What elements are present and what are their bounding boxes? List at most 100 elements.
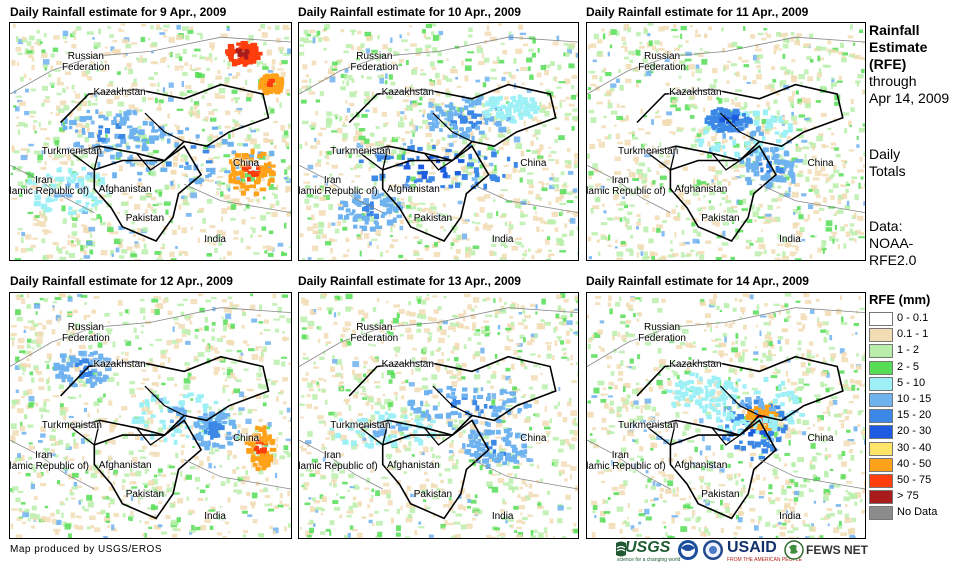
country-label-pakistan: Pakistan	[701, 212, 740, 224]
country-label-russia: Russian Federation	[61, 51, 110, 74]
legend-swatch	[869, 328, 893, 343]
legend-swatch	[869, 441, 893, 456]
legend-swatch	[869, 506, 893, 521]
legend-label: 2 - 5	[897, 360, 920, 373]
legend-swatch	[869, 425, 893, 440]
legend-swatch	[869, 360, 893, 375]
usgs-logo: USGS science for a changing world	[615, 538, 699, 563]
side-title-line1: Rainfall	[869, 22, 920, 38]
panel-title: Daily Rainfall estimate for 14 Apr., 200…	[586, 274, 809, 288]
legend-swatch	[869, 457, 893, 472]
usaid-logo-tagline: FROM THE AMERICAN PEOPLE	[727, 557, 802, 563]
legend-swatch	[869, 393, 893, 407]
rainfall-map-graphic	[299, 23, 578, 260]
country-label-turkmenistan: Turkmenistan	[41, 420, 102, 432]
country-label-iran: Iran (Islamic Republic of)	[298, 174, 378, 197]
country-label-china: China	[520, 158, 547, 170]
fews-globe-icon	[784, 540, 804, 560]
noaa-logo	[678, 540, 698, 560]
usgs-logo-tagline: science for a changing world	[617, 557, 681, 563]
country-label-russia: Russian Federation	[638, 51, 686, 74]
side-data-line1: Data:	[869, 218, 903, 234]
legend-label: 0 - 0.1	[897, 312, 929, 324]
side-data-line3: RFE2.0	[869, 252, 917, 268]
rainfall-map-panel: Russian Federation Kazakhstan Turkmenistan…	[298, 292, 579, 539]
panel-title: Daily Rainfall estimate for 12 Apr., 200…	[10, 274, 233, 288]
country-label-pakistan: Pakistan	[125, 489, 165, 500]
country-label-china: China	[807, 432, 834, 444]
country-label-pakistan: Pakistan	[701, 489, 740, 500]
country-label-pakistan: Pakistan	[413, 212, 453, 224]
country-label-india: India	[491, 233, 514, 245]
fews-net-logo-text: FEWS NET	[806, 543, 868, 557]
legend-label: No Data	[897, 506, 938, 519]
country-label-afghanistan: Afghanistan	[386, 459, 440, 471]
legend-label: 10 - 15	[897, 393, 932, 405]
country-label-kazakhstan: Kazakhstan	[93, 359, 146, 371]
side-totals-line1: Daily	[869, 146, 901, 162]
country-label-pakistan: Pakistan	[125, 212, 165, 224]
country-label-turkmenistan: Turkmenistan	[41, 146, 102, 158]
rainfall-map-panel: Russian Federation Kazakhstan Turkmenistan…	[9, 292, 292, 539]
country-label-kazakhstan: Kazakhstan	[381, 86, 434, 98]
country-label-russia: Russian Federation	[638, 322, 686, 345]
side-through: through	[869, 73, 917, 89]
country-label-india: India	[204, 233, 226, 245]
country-label-india: India	[779, 233, 801, 245]
country-label-iran: Iran (Islamic Republic of)	[9, 174, 90, 197]
country-label-iran: Iran (Islamic Republic of)	[9, 449, 90, 472]
usaid-logo: USAID FROM THE AMERICAN PEOPLE	[727, 538, 802, 563]
legend-swatch	[869, 409, 893, 424]
country-label-turkmenistan: Turkmenistan	[330, 146, 391, 158]
side-totals: Daily Totals	[869, 146, 906, 180]
country-label-russia: Russian Federation	[350, 51, 399, 74]
panel-title: Daily Rainfall estimate for 9 Apr., 2009	[10, 5, 227, 19]
legend-swatch	[869, 344, 893, 359]
fews-net-logo: FEWS NET	[806, 538, 868, 562]
country-label-afghanistan: Afghanistan	[98, 459, 152, 471]
legend-swatch	[869, 376, 893, 391]
country-label-iran: Iran (Islamic Republic of)	[298, 449, 378, 472]
legend-heading: Rainfall Estimate (RFE) through Apr 14, …	[869, 22, 949, 107]
country-label-kazakhstan: Kazakhstan	[669, 359, 722, 371]
country-label-afghanistan: Afghanistan	[98, 184, 152, 196]
side-title-line2: Estimate	[869, 39, 928, 55]
country-label-russia: Russian Federation	[61, 322, 110, 345]
country-label-china: China	[520, 432, 547, 444]
country-label-india: India	[204, 511, 226, 523]
country-label-china: China	[807, 158, 834, 170]
legend-label: 0.1 - 1	[897, 328, 929, 341]
panel-title: Daily Rainfall estimate for 13 Apr., 200…	[298, 274, 521, 288]
country-label-iran: Iran (Islamic Republic of)	[586, 449, 666, 472]
country-label-afghanistan: Afghanistan	[674, 459, 728, 471]
country-label-iran: Iran (Islamic Republic of)	[586, 174, 666, 197]
legend-swatch	[869, 490, 893, 505]
country-label-india: India	[779, 511, 801, 523]
side-through-date: Apr 14, 2009	[869, 90, 950, 106]
rainfall-map-panel: Russian Federation Kazakhstan Turkmenistan…	[586, 22, 866, 261]
legend-swatch	[869, 474, 893, 488]
rainfall-map-panel: Russian Federation Kazakhstan Turkmenistan…	[9, 22, 292, 261]
country-label-china: China	[232, 432, 260, 444]
panel-title: Daily Rainfall estimate for 11 Apr., 200…	[586, 5, 809, 19]
country-label-russia: Russian Federation	[350, 322, 399, 345]
country-label-turkmenistan: Turkmenistan	[330, 420, 391, 432]
country-label-india: India	[491, 511, 514, 523]
rainfall-map-panel: Russian Federation Kazakhstan Turkmenistan…	[586, 292, 866, 539]
legend-label: 20 - 30	[897, 425, 932, 438]
side-data-source: Data: NOAA- RFE2.0	[869, 218, 916, 269]
legend-label: > 75	[897, 490, 919, 503]
rainfall-map-graphic	[10, 23, 291, 260]
legend-label: 1 - 2	[897, 344, 920, 357]
country-label-turkmenistan: Turkmenistan	[618, 146, 679, 158]
rainfall-map-graphic	[587, 293, 865, 538]
legend-label: 30 - 40	[897, 441, 932, 454]
side-data-line2: NOAA-	[869, 235, 914, 251]
rainfall-map-graphic	[10, 293, 291, 538]
rainfall-map-graphic	[587, 23, 865, 260]
legend-swatch	[869, 312, 893, 326]
side-title-line3: (RFE)	[869, 56, 907, 72]
rainfall-map-graphic	[299, 293, 578, 538]
country-label-turkmenistan: Turkmenistan	[618, 420, 679, 432]
country-label-kazakhstan: Kazakhstan	[381, 359, 434, 371]
